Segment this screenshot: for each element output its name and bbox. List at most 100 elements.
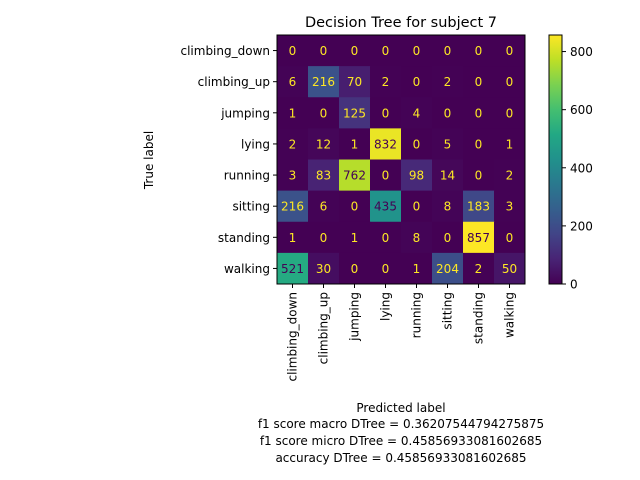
x-axis-label: Predicted label [356,401,445,415]
matrix-frame [276,34,526,285]
matrix-cell [277,252,309,285]
matrix-cell [494,35,526,67]
cell-value-label: 0 [506,75,514,89]
matrix-cell [401,35,433,67]
matrix-cell [401,190,433,223]
matrix-cell [339,190,371,223]
matrix-cell [494,128,526,160]
cell-value-label: 521 [281,262,304,276]
cell-value-label: 2 [289,137,297,151]
matrix-cell [277,128,309,160]
cell-value-label: 0 [351,44,359,58]
matrix-cell [463,97,495,129]
cell-value-label: 2 [475,262,483,276]
cell-value-label: 5 [444,137,452,151]
cell-value-label: 0 [475,44,483,58]
matrix-cell [277,190,309,223]
matrix-cell [308,66,340,98]
cell-value-label: 98 [409,169,424,183]
cell-value-label: 0 [320,231,328,245]
cell-value-label: 0 [444,231,452,245]
cell-value-label: 762 [343,169,366,183]
x-tick-label: climbing_down [286,292,300,382]
matrix-cell [370,97,402,129]
cell-value-label: 8 [444,200,452,214]
cell-value-label: 0 [413,200,421,214]
x-tick-label: running [410,292,424,338]
cell-value-label: 125 [343,106,366,120]
matrix-cell [370,66,402,98]
cell-value-label: 1 [413,262,421,276]
x-axis-ticks: climbing_down climbing_up jumping lying runn… [286,284,517,382]
matrix-cell [277,159,309,192]
cell-value-label: 30 [316,262,331,276]
matrix-cell [463,252,495,285]
matrix-cell [494,66,526,98]
cell-value-label: 0 [320,106,328,120]
cell-value-label: 832 [374,137,397,151]
cell-value-label: 6 [289,75,297,89]
matrix-cell [339,159,371,192]
cell-value-label: 435 [374,200,397,214]
colorbar-tick-label: 800 [570,45,593,59]
cell-value-label: 0 [382,106,390,120]
cell-value-label: 0 [413,137,421,151]
matrix-cell [432,252,464,285]
cell-value-label: 70 [347,75,362,89]
y-tick-label: sitting [232,200,270,214]
matrix-cell [432,35,464,67]
matrix-cell [339,252,371,285]
cell-value-label: 2 [382,75,390,89]
matrix-cell [494,97,526,129]
matrix-cell [463,66,495,98]
matrix-cell [463,35,495,67]
cell-value-label: 4 [413,106,421,120]
cell-value-label: 3 [289,169,297,183]
matrix-cell [401,159,433,192]
matrix-cell [277,97,309,129]
cell-value-label: 0 [289,44,297,58]
cell-value-label: 1 [289,106,297,120]
cell-value-label: 0 [413,75,421,89]
cell-value-label: 216 [312,75,335,89]
matrix-cell [339,128,371,160]
cell-value-label: 0 [475,75,483,89]
matrix-cell [308,35,340,67]
matrix-cell [401,66,433,98]
matrix-cell [370,190,402,223]
matrix-cell [463,128,495,160]
matrix-cell [463,159,495,192]
cell-value-label: 0 [506,106,514,120]
y-tick-label: climbing_down [180,44,270,58]
cell-value-label: 183 [467,200,490,214]
cell-value-label: 14 [440,169,455,183]
y-tick-label: walking [224,262,270,276]
matrix-cell [494,190,526,223]
matrix-cell [277,221,309,254]
x-tick-label: lying [379,292,393,321]
matrix-cell [339,221,371,254]
cell-value-label: 1 [351,231,359,245]
colorbar-tick-label: 0 [570,278,578,292]
metrics-footer: f1 score macro DTree = 0.362075447942758… [258,417,544,465]
matrix-cells [277,35,526,285]
x-tick-label: jumping [348,292,362,342]
matrix-cell [432,97,464,129]
cell-value-label: 12 [316,137,331,151]
colorbar-tick-label: 600 [570,103,593,117]
matrix-cell [401,128,433,160]
matrix-cell [370,35,402,67]
cell-value-label: 204 [436,262,459,276]
footer-line-f1-macro: f1 score macro DTree = 0.362075447942758… [258,417,544,431]
colorbar [548,34,563,285]
footer-line-accuracy: accuracy DTree = 0.45856933081602685 [275,451,526,465]
matrix-cell [432,159,464,192]
chart-title: Decision Tree for subject 7 [305,15,497,31]
y-axis-label: True label [142,131,156,190]
matrix-cell [432,190,464,223]
cell-value-label: 0 [506,44,514,58]
cell-value-label: 0 [444,44,452,58]
matrix-cell [339,97,371,129]
matrix-cell [308,221,340,254]
